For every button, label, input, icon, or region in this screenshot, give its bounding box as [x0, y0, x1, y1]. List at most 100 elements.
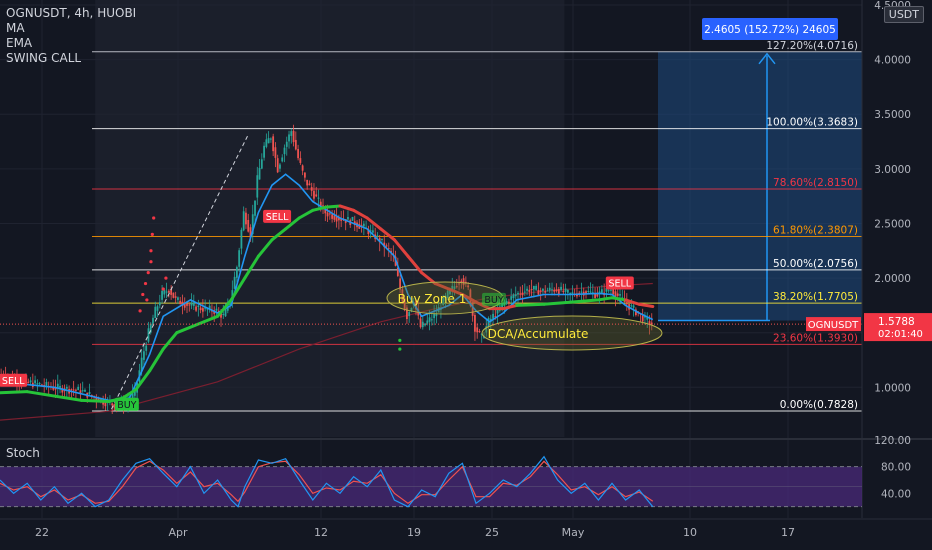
candle-body — [197, 305, 200, 308]
projection-label-box — [702, 18, 838, 40]
candle-body — [258, 167, 261, 180]
time-axis-label: Apr — [168, 526, 188, 539]
candle-body — [433, 313, 436, 319]
swing-dot — [150, 232, 154, 236]
candle-body — [172, 292, 175, 298]
candle-body — [578, 292, 581, 294]
candle-body — [220, 312, 222, 318]
candle-body — [306, 179, 309, 186]
candle-body — [249, 227, 252, 238]
candle-body — [283, 147, 286, 155]
candle-body — [224, 307, 227, 317]
candle-body — [401, 289, 404, 302]
candle-body — [279, 164, 281, 169]
ema-segment — [637, 302, 655, 308]
candle-body — [462, 278, 465, 286]
candle-body — [634, 309, 637, 316]
candle-body — [444, 295, 447, 302]
ema-segment — [229, 276, 247, 302]
last-price-value-axis: 1.5788 — [878, 316, 915, 328]
stoch-d-line — [0, 460, 654, 505]
signal-buy-badge[interactable] — [114, 397, 139, 411]
candle-body — [133, 388, 136, 396]
indicator-swing-call[interactable]: SWING CALL — [6, 51, 82, 65]
signal-sell-badge[interactable] — [0, 373, 28, 387]
candle-body — [619, 294, 621, 296]
ema-segment — [365, 216, 383, 231]
ema-segment — [161, 331, 179, 351]
candle-body — [301, 165, 304, 171]
ema-segment — [501, 303, 519, 311]
candle-body — [632, 305, 635, 308]
candle-body — [104, 401, 107, 407]
indicator-ema[interactable]: EMA — [6, 36, 33, 50]
candle-body — [381, 238, 383, 240]
candle-body — [494, 316, 497, 318]
ema-segment — [338, 204, 356, 212]
candle-body — [335, 216, 338, 222]
candle-body — [149, 323, 152, 333]
currency-badge[interactable]: USDT — [883, 6, 924, 23]
ema-segment — [596, 296, 614, 302]
candle-body — [621, 297, 624, 299]
candle-body — [88, 392, 91, 394]
slow-ma-line — [0, 282, 653, 421]
candle-body — [514, 294, 517, 297]
candle-body — [75, 389, 77, 391]
candle-body — [458, 283, 460, 285]
projection-arrowhead — [758, 52, 776, 65]
ema-segment — [420, 271, 437, 286]
swing-dot — [152, 216, 156, 220]
candle-body — [331, 214, 333, 219]
ema-segment — [460, 292, 478, 304]
signal-sell-badge[interactable] — [263, 209, 292, 223]
candle-body — [360, 225, 363, 227]
candle-body — [399, 278, 402, 290]
candle-body — [27, 381, 30, 383]
signal-buy-label: BUY — [117, 400, 136, 411]
candle-body — [65, 386, 68, 389]
swing-dot — [161, 287, 165, 291]
signal-sell-badge[interactable] — [605, 276, 634, 290]
ema-segment — [297, 208, 315, 220]
ema-segment — [80, 398, 111, 404]
candle-body — [408, 312, 411, 317]
candle-body — [569, 292, 572, 294]
indicator-ma[interactable]: MA — [6, 21, 25, 35]
candle-body — [260, 159, 263, 169]
candle-body — [446, 290, 449, 298]
candle-body — [310, 187, 313, 191]
candle-body — [508, 301, 510, 303]
candle-body — [29, 380, 32, 383]
time-axis-label: 10 — [683, 526, 697, 539]
ema-segment — [216, 298, 233, 318]
price-axis — [862, 0, 932, 550]
candle-body — [419, 318, 422, 328]
candle-body — [396, 267, 399, 276]
candle-body — [424, 323, 426, 326]
candle-body — [265, 139, 268, 147]
projection-box[interactable] — [658, 51, 862, 321]
candle-body — [376, 235, 379, 237]
candle-body — [451, 285, 454, 292]
candle-body — [580, 291, 583, 293]
ema-segment — [25, 390, 56, 398]
candle-body — [387, 248, 390, 250]
candle-body — [600, 289, 603, 294]
symbol-title[interactable]: OGNUSDT, 4h, HUOBI — [6, 6, 137, 20]
candle-body — [81, 390, 84, 392]
price-axis-label: 3.0000 — [874, 164, 911, 176]
candle-body — [532, 285, 535, 290]
candle-body — [161, 290, 163, 300]
candle-body — [215, 308, 218, 311]
candle-body — [294, 139, 297, 150]
last-price-box-axis — [864, 313, 932, 342]
signal-buy-badge[interactable] — [482, 292, 507, 306]
candle-body — [263, 145, 265, 158]
stoch-indicator-label[interactable]: Stoch — [6, 446, 40, 460]
chart-legend: OGNUSDT, 4h, HUOBI MA EMA SWING CALL — [6, 6, 136, 66]
candle-body — [251, 214, 254, 234]
dca-ellipse[interactable] — [481, 315, 663, 351]
fib-label: 61.80%(2.3807) — [773, 224, 858, 236]
